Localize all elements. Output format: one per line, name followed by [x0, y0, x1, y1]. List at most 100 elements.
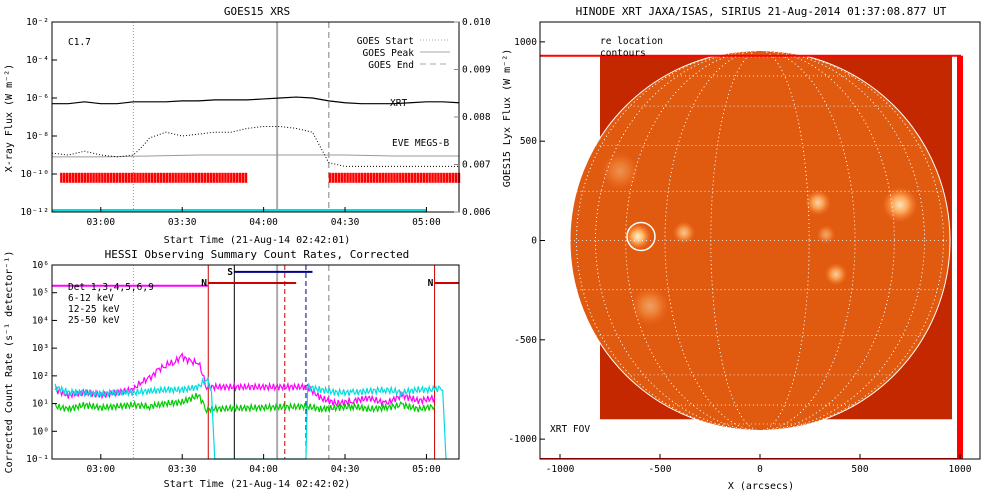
- active-region: [600, 151, 640, 191]
- goes-red-marker: [124, 172, 128, 183]
- goes-red-marker: [363, 172, 367, 183]
- goes-red-marker: [358, 172, 361, 183]
- goes-red-marker: [428, 172, 431, 183]
- flare-location-circle: [626, 221, 656, 252]
- goes-red-marker: [425, 172, 428, 183]
- goes-x-axis-label: Start Time (21-Aug-14 02:42:01): [164, 235, 351, 246]
- goes-red-marker: [112, 172, 116, 183]
- goes-red-marker: [127, 172, 130, 183]
- goes-series-line-0: [51, 96, 460, 105]
- goes-red-marker: [71, 172, 75, 183]
- goes-red-marker: [77, 172, 81, 183]
- goes-red-marker: [416, 172, 420, 183]
- goes-red-marker: [238, 172, 242, 183]
- goes-red-marker: [142, 172, 145, 183]
- goes-y2-tick-label: 0.008: [462, 112, 491, 123]
- goes-red-marker: [366, 172, 370, 183]
- solar-disk: [570, 50, 950, 431]
- goes-red-marker: [349, 172, 352, 183]
- xrt-title: HINODE XRT JAXA/ISAS, SIRIUS 21-Aug-2014…: [576, 5, 947, 18]
- goes-y-tick-label: 10⁻⁸: [26, 131, 49, 142]
- goes-red-marker: [334, 172, 338, 183]
- goes-y2-tick-label: 0.007: [462, 160, 491, 171]
- hessi-x-tick-label: 04:30: [331, 464, 360, 475]
- goes-red-marker: [153, 172, 157, 183]
- goes-x-tick-label: 04:00: [249, 217, 278, 228]
- goes-red-marker: [168, 172, 172, 183]
- goes-series-line-1: [51, 154, 459, 158]
- goes-red-marker: [233, 172, 236, 183]
- xrt-y-tick-label: -500: [514, 335, 537, 346]
- goes-red-marker: [80, 172, 84, 183]
- goes-y2-ticks: 0.006 0.007 0.008 0.009 0.010: [454, 17, 491, 218]
- legend-label-goes-peak: GOES Peak: [363, 48, 415, 59]
- goes-red-marker: [437, 172, 440, 183]
- goes-red-marker: [197, 172, 201, 183]
- xrt-y-tick-label: -1000: [508, 434, 537, 445]
- goes-flare-class: C1.7: [68, 37, 91, 48]
- goes-y2-tick-label: 0.006: [462, 207, 491, 218]
- goes-red-marker: [381, 172, 384, 183]
- active-region: [625, 223, 651, 250]
- hessi-y-tick-label: 10⁴: [32, 315, 49, 326]
- goes-red-marker: [159, 172, 163, 183]
- goes-red-marker: [331, 172, 335, 183]
- goes-red-marker: [89, 172, 92, 183]
- xrt-fov-edge: [957, 55, 963, 459]
- goes-red-marker: [148, 172, 151, 183]
- goes-red-marker: [390, 172, 393, 183]
- goes-y-tick-label: 10⁻¹⁰: [20, 169, 49, 180]
- goes-red-marker: [434, 172, 437, 183]
- goes-panel: GOES15 XRS 03:00 03:30 04:00 04:30 05:00 10⁻…: [4, 5, 513, 246]
- solar-limb: [569, 50, 951, 431]
- active-region: [672, 221, 696, 244]
- goes-red-marker: [448, 172, 452, 183]
- goes-red-marker: [95, 172, 98, 183]
- goes-y2-tick-label: 0.009: [462, 65, 491, 76]
- hessi-x-ticks: 03:00 03:30 04:00 04:30 05:00: [86, 454, 441, 475]
- goes-red-marker: [451, 172, 455, 183]
- xrt-x-tick-label: 500: [851, 464, 868, 475]
- hessi-title: HESSI Observing Summary Count Rates, Cor…: [105, 248, 410, 261]
- goes-red-marker: [194, 172, 198, 183]
- goes-red-marker: [340, 172, 343, 183]
- goes-red-marker: [387, 172, 390, 183]
- hessi-y-tick-label: 10³: [32, 343, 49, 354]
- xrt-y-ticks: -1000 -500 0 500 1000: [508, 37, 545, 445]
- goes-red-marker: [162, 172, 166, 183]
- goes-red-marker: [145, 172, 148, 183]
- goes-red-marker: [118, 172, 122, 183]
- goes-red-marker: [440, 172, 443, 183]
- goes-red-marker: [328, 172, 332, 183]
- goes-red-marker: [104, 172, 107, 183]
- goes-red-marker: [206, 172, 210, 183]
- goes-red-marker: [244, 172, 248, 183]
- goes-red-marker: [121, 172, 125, 183]
- goes-red-marker: [443, 172, 446, 183]
- goes-y-tick-label: 10⁻¹²: [20, 207, 49, 218]
- xrt-y-tick-label: 0: [531, 236, 537, 247]
- goes-red-marker: [86, 172, 89, 183]
- hessi-x-tick-label: 03:30: [168, 464, 197, 475]
- goes-red-marker: [136, 172, 139, 183]
- xrt-x-tick-label: 0: [757, 464, 763, 475]
- goes-red-marker: [399, 172, 402, 183]
- goes-red-marker: [419, 172, 423, 183]
- xrt-x-tick-label: -500: [649, 464, 672, 475]
- goes-red-marker: [68, 172, 72, 183]
- active-region: [824, 263, 848, 286]
- hessi-y-tick-label: 10¹: [32, 399, 49, 410]
- hessi-flag-label: S: [227, 267, 233, 278]
- goes-red-marker: [109, 172, 113, 183]
- goes-cyan-bar: [51, 209, 427, 212]
- hessi-y-ticks: 10⁻¹ 10⁰ 10¹ 10² 10³ 10⁴ 10⁵ 10⁶: [26, 260, 57, 465]
- legend-label-6-12: 6-12 keV: [68, 293, 114, 304]
- hessi-y-tick-label: 10⁶: [32, 260, 49, 271]
- legend-label-12-25: 12-25 keV: [68, 304, 120, 315]
- goes-red-marker: [150, 172, 154, 183]
- goes-red-marker: [189, 172, 192, 183]
- goes-red-marker: [241, 172, 245, 183]
- xrt-y-tick-label: 1000: [514, 37, 537, 48]
- goes-red-marker: [407, 172, 411, 183]
- goes-x-ticks: 03:00 03:30 04:00 04:30 05:00: [86, 207, 441, 228]
